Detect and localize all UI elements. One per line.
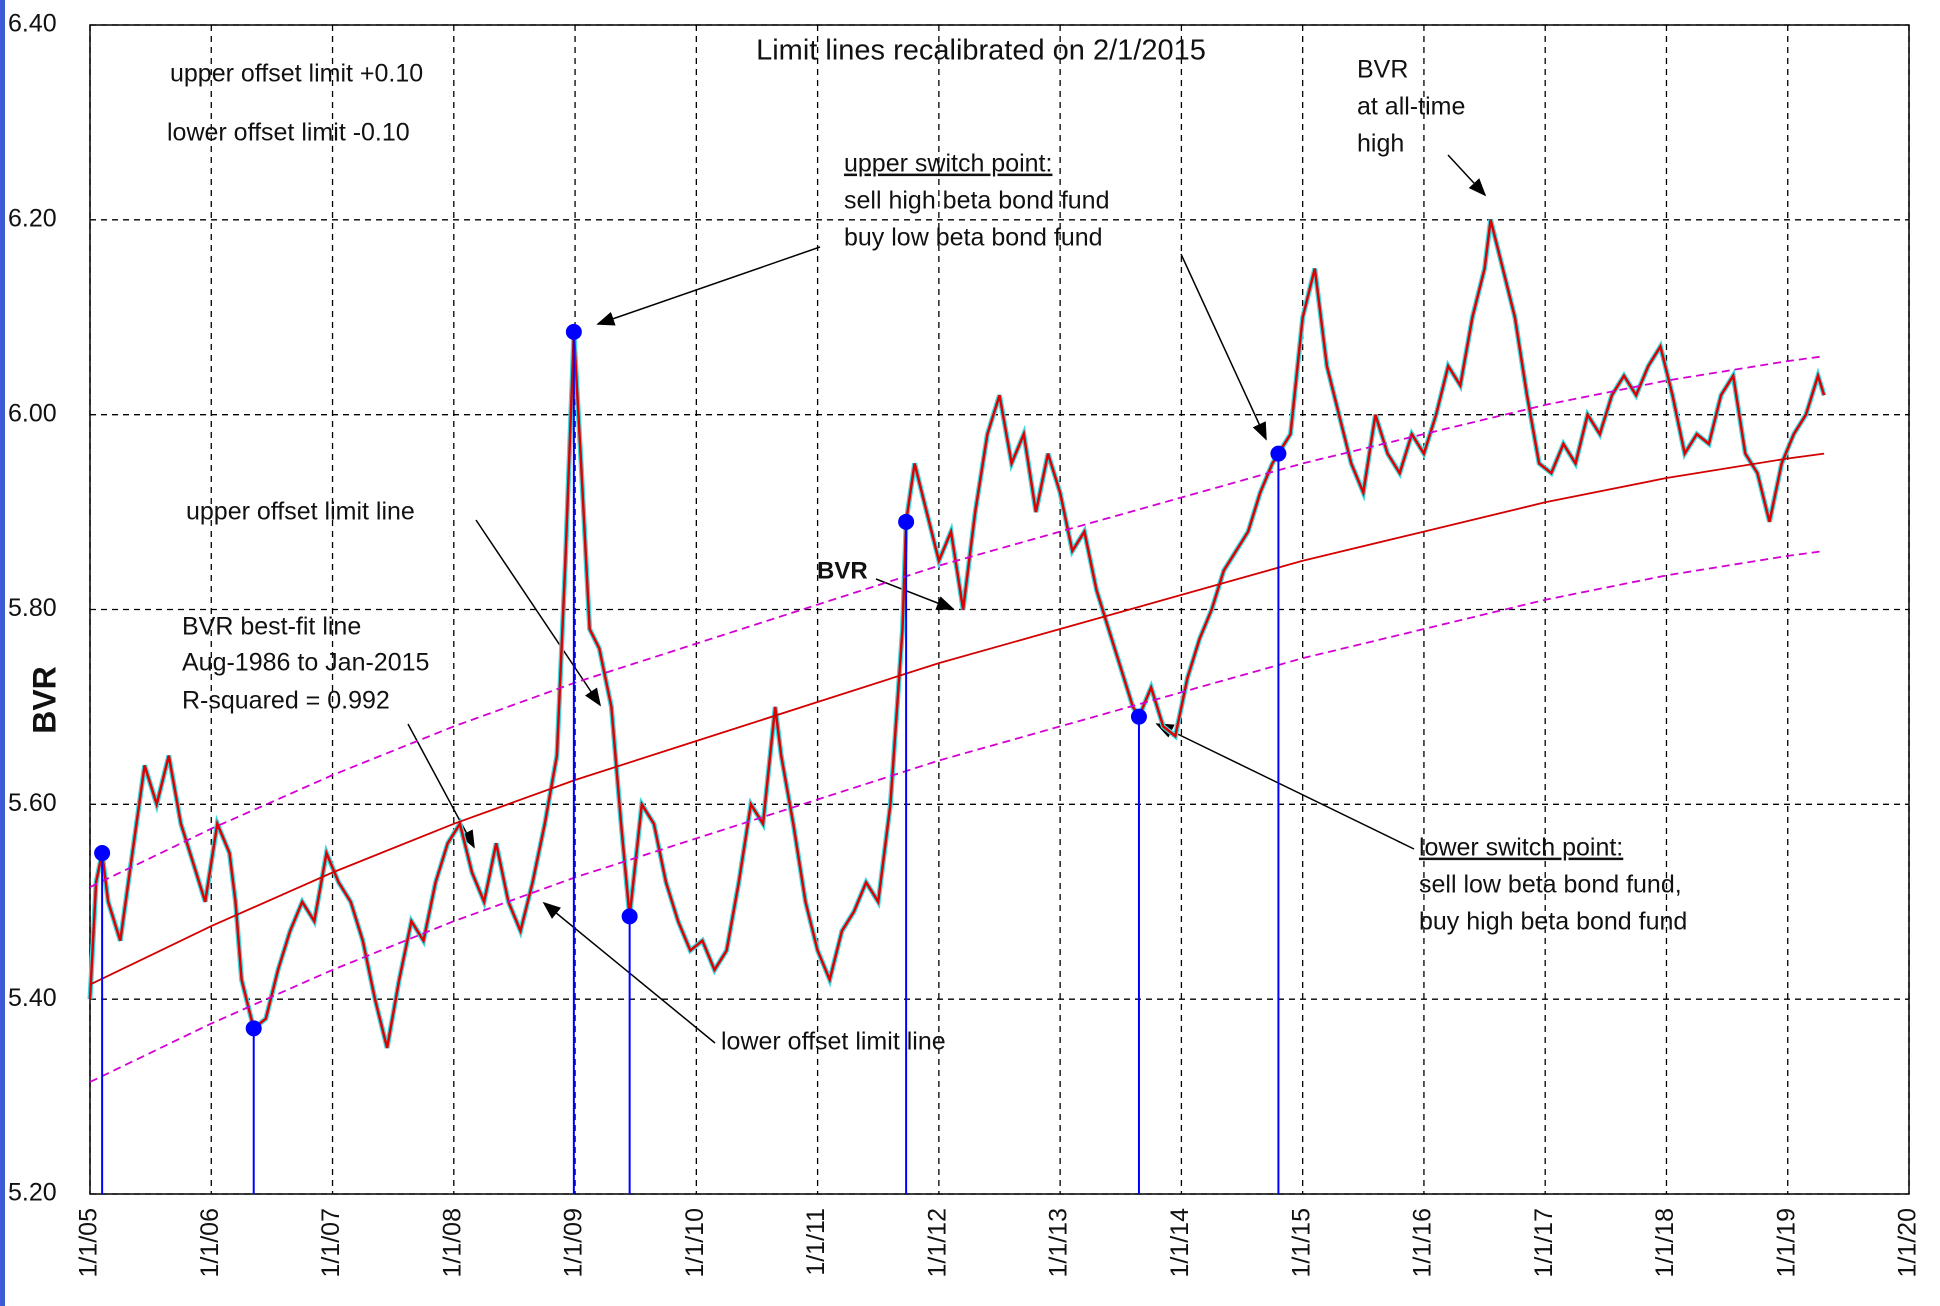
switch-point xyxy=(94,845,111,862)
y-tick-label: 6.00 xyxy=(8,399,57,427)
y-tick-label: 5.40 xyxy=(8,984,57,1012)
x-tick-label: 1/1/10 xyxy=(681,1208,709,1278)
arrow xyxy=(1447,154,1487,197)
arrow xyxy=(475,519,602,707)
switch-point xyxy=(245,1020,262,1037)
x-tick-label: 1/1/09 xyxy=(560,1208,588,1278)
arrow xyxy=(596,246,821,326)
switch-point xyxy=(565,323,582,340)
switch-point xyxy=(621,908,638,925)
annotation: lower offset limit -0.10 xyxy=(167,119,410,147)
annotation: BVR xyxy=(1357,56,1408,84)
annotation: high xyxy=(1357,130,1404,158)
x-tick-label: 1/1/11 xyxy=(802,1208,830,1276)
plot-frame xyxy=(89,24,1910,1195)
annotation: buy low beta bond fund xyxy=(844,224,1103,252)
annotation: sell low beta bond fund, xyxy=(1419,871,1682,899)
x-tick-label: 1/1/14 xyxy=(1166,1208,1194,1278)
annotation: BVR xyxy=(817,557,868,584)
x-tick-label: 1/1/13 xyxy=(1045,1208,1073,1278)
x-tick-label: 1/1/12 xyxy=(923,1208,951,1278)
left-border xyxy=(0,0,5,1306)
series-line xyxy=(89,355,1825,888)
switch-point xyxy=(1270,445,1287,462)
y-tick-label: 6.40 xyxy=(8,10,57,38)
annotation: upper switch point: xyxy=(844,150,1052,178)
x-tick-label: 1/1/05 xyxy=(75,1208,103,1278)
x-tick-label: 1/1/18 xyxy=(1651,1208,1679,1278)
series-line xyxy=(89,452,1825,986)
y-tick-label: 6.20 xyxy=(8,204,57,232)
x-tick-label: 1/1/16 xyxy=(1409,1208,1437,1278)
annotation: R-squared = 0.992 xyxy=(182,687,390,715)
x-tick-label: 1/1/20 xyxy=(1894,1208,1922,1278)
arrow xyxy=(875,578,955,610)
annotation: buy high beta bond fund xyxy=(1419,908,1687,936)
annotation: BVR best-fit line xyxy=(182,613,361,641)
arrow xyxy=(1180,253,1267,441)
annotation: Limit lines recalibrated on 2/1/2015 xyxy=(756,35,1206,67)
switch-point xyxy=(1130,708,1147,725)
series-line xyxy=(88,219,1826,1049)
y-tick-label: 5.60 xyxy=(8,789,57,817)
annotation: upper offset limit line xyxy=(186,498,415,526)
y-tick-label: 5.80 xyxy=(8,594,57,622)
series-line xyxy=(89,550,1825,1083)
annotation: lower offset limit line xyxy=(721,1028,946,1056)
annotation: lower switch point: xyxy=(1419,834,1623,862)
switch-point xyxy=(898,513,915,530)
annotation: sell high beta bond fund xyxy=(844,187,1110,215)
annotation: Aug-1986 to Jan-2015 xyxy=(182,649,429,677)
x-tick-label: 1/1/17 xyxy=(1530,1208,1558,1278)
x-tick-label: 1/1/19 xyxy=(1772,1208,1800,1278)
annotation: upper offset limit +0.10 xyxy=(170,60,423,88)
x-tick-label: 1/1/06 xyxy=(196,1208,224,1278)
x-tick-label: 1/1/07 xyxy=(317,1208,345,1278)
arrow xyxy=(1155,723,1415,850)
y-tick-label: 5.20 xyxy=(8,1179,57,1207)
annotation: at all-time xyxy=(1357,93,1465,121)
x-tick-label: 1/1/08 xyxy=(438,1208,466,1278)
arrows xyxy=(407,154,1487,1044)
y-axis-label: BVR xyxy=(26,666,62,734)
x-tick-label: 1/1/15 xyxy=(1287,1208,1315,1278)
